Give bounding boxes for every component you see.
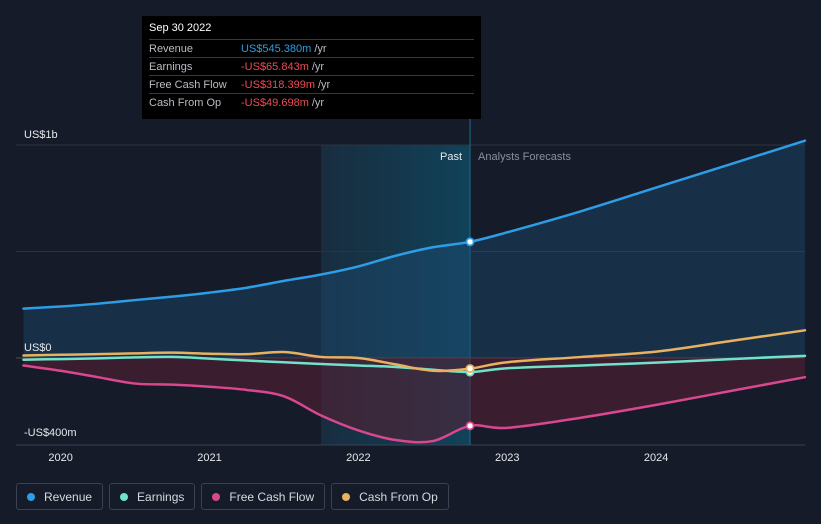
legend-dot-icon — [342, 492, 351, 501]
tooltip-label: Earnings — [149, 60, 193, 73]
tooltip-row-earnings: Earnings -US$65.843m /yr — [149, 57, 474, 75]
chart-area: US$1b US$0 -US$400m 2020 2021 2022 2023 2024 Pas… — [16, 16, 807, 464]
legend-label: Free Cash Flow — [229, 489, 315, 504]
tooltip-date: Sep 30 2022 — [149, 22, 212, 34]
free-cash-flow-area — [23, 358, 805, 443]
cash-from-op-line — [22, 329, 807, 373]
x-tick-label: 2021 — [197, 452, 221, 464]
tooltip-label: Cash From Op — [149, 96, 222, 109]
legend-label: Cash From Op — [359, 489, 438, 504]
cash-from-op-marker — [465, 364, 475, 374]
tooltip-value: -US$65.843m — [241, 60, 309, 73]
tooltip-label: Free Cash Flow — [149, 78, 227, 91]
revenue-marker — [465, 237, 475, 247]
revenue-area — [23, 140, 805, 358]
x-tick-label: 2020 — [48, 452, 72, 464]
tooltip-value: US$545.380m — [241, 42, 312, 55]
tooltip-row-free-cash-flow: Free Cash Flow -US$318.399m /yr — [149, 75, 474, 93]
x-tick-label: 2023 — [495, 452, 519, 464]
legend-item-earnings[interactable]: Earnings — [109, 483, 196, 510]
tooltip: Sep 30 2022 Revenue US$545.380m /yr Earn… — [142, 16, 481, 119]
legend-dot-icon — [120, 492, 129, 501]
tooltip-value: -US$49.698m — [241, 96, 309, 109]
legend-item-revenue[interactable]: Revenue — [16, 483, 104, 510]
tooltip-unit: /yr — [318, 78, 331, 91]
revenue-line — [22, 139, 807, 310]
earnings-line — [22, 354, 807, 374]
x-tick-label: 2022 — [346, 452, 370, 464]
legend: Revenue Earnings Free Cash Flow Cash Fro… — [16, 483, 449, 510]
free-cash-flow-marker — [465, 421, 475, 431]
y-tick-label: -US$400m — [24, 427, 77, 439]
tooltip-value: -US$318.399m — [241, 78, 315, 91]
tooltip-unit: /yr — [311, 60, 325, 73]
tooltip-row-revenue: Revenue US$545.380m /yr — [149, 39, 474, 57]
tooltip-unit: /yr — [314, 42, 327, 55]
x-tick-label: 2024 — [644, 452, 668, 464]
free-cash-flow-line — [22, 364, 807, 444]
past-label: Past — [440, 151, 462, 163]
legend-label: Revenue — [44, 489, 93, 504]
legend-dot-icon — [27, 492, 35, 501]
tooltip-label: Revenue — [149, 42, 194, 55]
y-tick-label: US$1b — [24, 129, 58, 141]
legend-dot-icon — [212, 492, 221, 501]
legend-item-cash-from-op[interactable]: Cash From Op — [331, 483, 449, 510]
y-tick-label: US$0 — [24, 342, 52, 354]
legend-label: Earnings — [137, 489, 185, 504]
tooltip-unit: /yr — [311, 96, 325, 109]
tooltip-row-cash-from-op: Cash From Op -US$49.698m /yr — [149, 93, 474, 111]
legend-item-free-cash-flow[interactable]: Free Cash Flow — [201, 483, 326, 510]
forecast-label: Analysts Forecasts — [478, 151, 571, 163]
